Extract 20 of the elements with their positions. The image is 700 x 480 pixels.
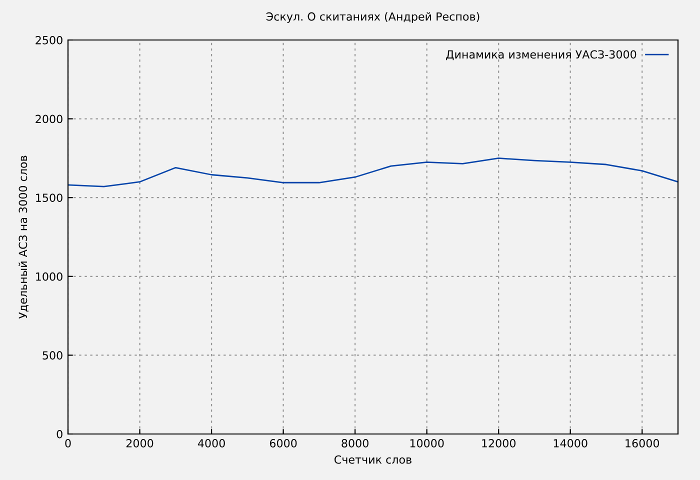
y-tick-label: 2000: [36, 114, 62, 124]
x-tick-label: 14000: [554, 439, 588, 448]
x-axis-title: Счетчик слов: [334, 455, 412, 464]
x-tick-label: 0: [65, 439, 71, 448]
x-tick-label: 4000: [198, 439, 225, 448]
x-tick-label: 8000: [342, 439, 368, 448]
y-tick-label: 1500: [36, 194, 62, 202]
x-tick-label: 16000: [626, 439, 660, 448]
y-tick-label: 0: [56, 430, 62, 438]
y-tick-label: 1000: [36, 272, 62, 281]
line-series: [68, 158, 678, 188]
x-tick-label: 12000: [482, 439, 516, 448]
y-tick-label: 2500: [36, 36, 62, 44]
y-tick-label: 500: [42, 351, 62, 360]
x-tick-label: 10000: [410, 439, 444, 448]
legend-label: Динамика изменения УАСЗ-3000: [446, 50, 636, 60]
x-tick-label: 6000: [270, 439, 297, 448]
y-axis-title: Удельный АСЗ на 3000 слов: [18, 156, 29, 319]
chart-title: Эскул. О скитаниях (Андрей Респов): [266, 12, 480, 23]
x-tick-label: 2000: [126, 439, 154, 448]
